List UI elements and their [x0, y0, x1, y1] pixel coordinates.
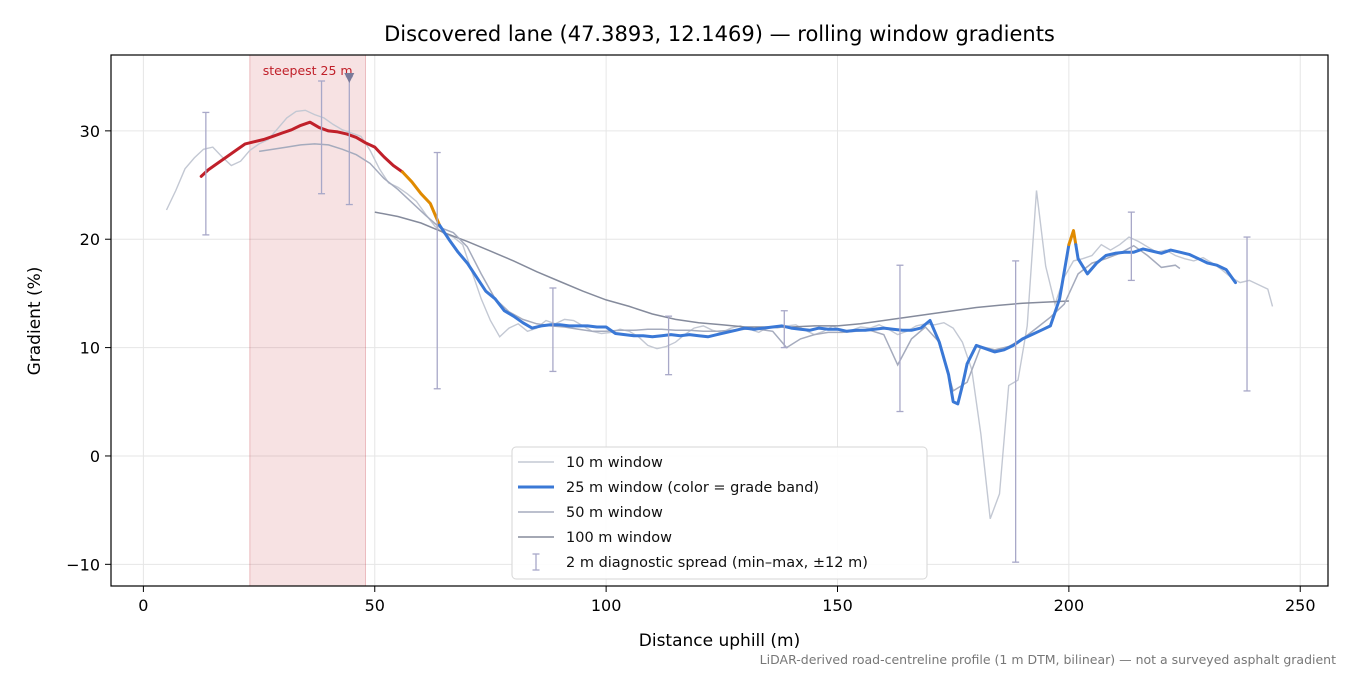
legend-label: 25 m window (color = grade band)	[566, 480, 819, 496]
y-tick-label: 20	[80, 230, 100, 249]
error-bar	[1127, 211, 1135, 282]
steepest-marker-icon	[344, 73, 355, 83]
grid	[111, 55, 1328, 586]
plot-frame	[110, 54, 1329, 587]
x-tick-label: 200	[1054, 596, 1085, 615]
legend-box	[511, 446, 928, 580]
legend: 10 m window 25 m window (color = grade ba…	[511, 446, 928, 580]
y-tick-label: 30	[80, 122, 100, 141]
y-tick-label: 10	[80, 339, 100, 358]
error-bars	[202, 76, 1251, 563]
steepest-highlight	[249, 54, 367, 587]
error-bar	[549, 287, 557, 373]
legend-entry: 100 m window	[518, 530, 672, 546]
footnote: LiDAR-derived road-centreline profile (1…	[760, 652, 1336, 667]
error-bar	[665, 315, 673, 376]
legend-label: 10 m window	[566, 455, 663, 471]
series-lines	[165, 109, 1274, 520]
legend-entry: 50 m window	[518, 505, 663, 521]
x-axis-label: Distance uphill (m)	[639, 631, 800, 651]
steepest-window-band	[249, 54, 367, 587]
steepest-label: steepest 25 m	[263, 63, 353, 78]
legend-label: 100 m window	[566, 530, 672, 546]
legend-entry: 2 m diagnostic spread (min–max, ±12 m)	[532, 553, 868, 571]
x-tick-label: 150	[822, 596, 853, 615]
y-axis-label: Gradient (%)	[25, 267, 45, 376]
series-25m-segment-steep	[199, 120, 404, 178]
error-bar	[318, 80, 326, 195]
chart-title: Discovered lane (47.3893, 12.1469) — rol…	[384, 22, 1055, 46]
series-50m-line	[258, 143, 1181, 393]
legend-entry: 10 m window	[518, 455, 663, 471]
error-bar	[896, 264, 904, 413]
error-bar	[1243, 236, 1251, 392]
series-100m-line	[374, 211, 1069, 328]
error-bar	[202, 111, 210, 236]
x-tick-label: 50	[365, 596, 385, 615]
series-25m-segment-moderate	[1067, 229, 1078, 247]
x-tick-label: 100	[591, 596, 622, 615]
x-tick-label: 0	[138, 596, 148, 615]
legend-entry: 25 m window (color = grade band)	[518, 480, 819, 496]
annotations: steepest 25 m	[263, 63, 355, 83]
axis-ticks: 0 50 100 150 200 250 −10 0 10 20 30	[66, 122, 1315, 615]
y-tick-label: −10	[66, 555, 100, 574]
x-tick-label: 250	[1285, 596, 1316, 615]
error-bar	[1012, 260, 1020, 563]
series-25m-segment-normal	[438, 223, 1071, 406]
error-bar	[433, 151, 441, 390]
legend-label: 50 m window	[566, 505, 663, 521]
y-tick-label: 0	[90, 447, 100, 466]
error-bar	[780, 310, 788, 349]
series-25m-segment-normal	[1074, 243, 1237, 285]
legend-label: 2 m diagnostic spread (min–max, ±12 m)	[566, 555, 868, 571]
series-25m-segment-moderate	[401, 170, 441, 227]
